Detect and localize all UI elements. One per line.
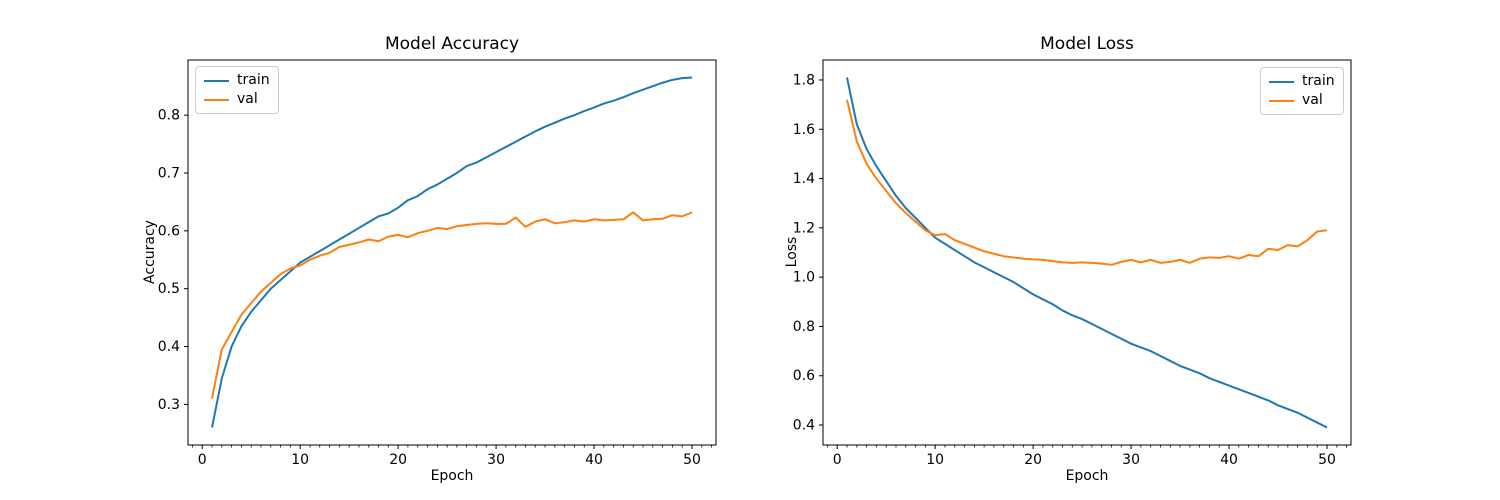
axes-spines bbox=[187, 59, 717, 446]
accuracy-legend: train val bbox=[195, 66, 279, 114]
accuracy-xaxis-label: Epoch bbox=[430, 468, 474, 484]
train-line-sample bbox=[1269, 80, 1294, 83]
train-line bbox=[211, 76, 693, 428]
x-tick-label: 30 bbox=[1122, 452, 1140, 468]
legend-entry-val: val bbox=[1269, 91, 1335, 110]
x-tick-label: 50 bbox=[1318, 452, 1336, 468]
val-line-sample bbox=[204, 98, 229, 101]
legend-label-val: val bbox=[1302, 92, 1323, 108]
y-tick-label: 0.4 bbox=[793, 418, 815, 434]
x-tick-label: 0 bbox=[198, 452, 207, 468]
loss-xaxis-label: Epoch bbox=[1065, 468, 1109, 484]
accuracy-yaxis-label: Accuracy bbox=[142, 220, 158, 284]
y-tick-label: 0.5 bbox=[158, 281, 180, 297]
legend-entry-val: val bbox=[204, 90, 270, 109]
train-line-sample bbox=[204, 79, 229, 82]
legend-label-train: train bbox=[1302, 73, 1335, 89]
y-tick-label: 1.6 bbox=[793, 122, 815, 138]
x-tick-label: 10 bbox=[291, 452, 309, 468]
loss-yaxis-label: Loss bbox=[784, 236, 800, 268]
legend-label-train: train bbox=[237, 72, 270, 88]
y-tick-label: 0.3 bbox=[158, 397, 180, 413]
y-tick-label: 0.4 bbox=[158, 339, 180, 355]
legend-entry-train: train bbox=[204, 71, 270, 90]
loss-plot-title: Model Loss bbox=[1040, 34, 1134, 54]
x-tick-label: 20 bbox=[1024, 452, 1042, 468]
val-line bbox=[211, 211, 693, 399]
y-tick-label: 0.6 bbox=[793, 368, 815, 384]
y-tick-label: 0.8 bbox=[793, 319, 815, 335]
accuracy-plot-title: Model Accuracy bbox=[384, 34, 520, 54]
y-tick-label: 0.8 bbox=[158, 108, 180, 124]
legend-label-val: val bbox=[237, 91, 258, 107]
val-line bbox=[846, 99, 1328, 266]
y-tick-label: 1.4 bbox=[793, 171, 815, 187]
y-tick-label: 0.6 bbox=[158, 223, 180, 239]
x-tick-label: 10 bbox=[926, 452, 944, 468]
x-tick-label: 20 bbox=[389, 452, 407, 468]
y-tick-label: 1.8 bbox=[793, 72, 815, 88]
y-tick-label: 1.2 bbox=[793, 220, 815, 236]
y-tick-label: 0.7 bbox=[158, 165, 180, 181]
val-line-sample bbox=[1269, 99, 1294, 102]
loss-legend: train val bbox=[1260, 67, 1344, 115]
x-tick-label: 40 bbox=[585, 452, 603, 468]
legend-entry-train: train bbox=[1269, 72, 1335, 91]
x-tick-label: 50 bbox=[683, 452, 701, 468]
y-tick-label: 1.0 bbox=[793, 270, 815, 286]
train-line bbox=[846, 77, 1328, 429]
axes-spines bbox=[822, 59, 1352, 446]
x-tick-label: 40 bbox=[1220, 452, 1238, 468]
x-tick-label: 30 bbox=[487, 452, 505, 468]
x-tick-label: 0 bbox=[833, 452, 842, 468]
